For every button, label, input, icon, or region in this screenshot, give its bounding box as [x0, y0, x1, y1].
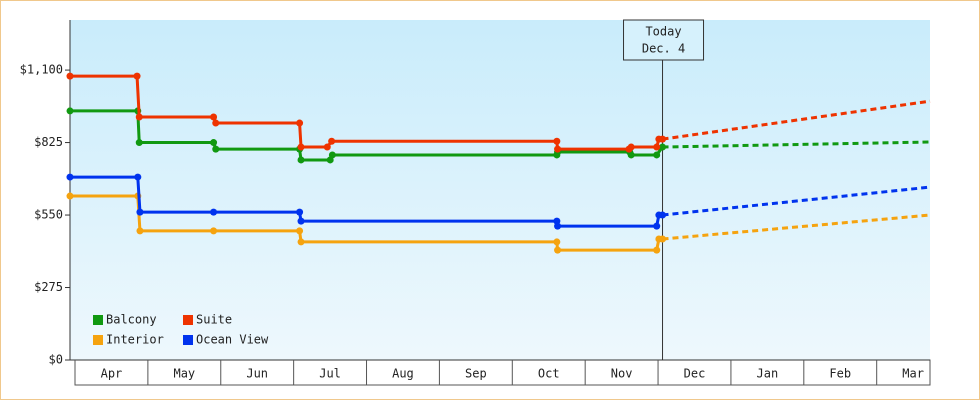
x-tick-label: Feb: [829, 367, 851, 381]
legend-swatch: [93, 335, 103, 345]
point: [323, 143, 331, 151]
point: [134, 173, 142, 181]
point: [659, 135, 667, 143]
x-tick-label: Mar: [902, 367, 924, 381]
point: [653, 222, 661, 230]
point: [136, 227, 144, 235]
x-tick-label: Jun: [246, 367, 268, 381]
y-tick-label: $825: [34, 135, 63, 149]
point: [296, 119, 304, 127]
point: [66, 107, 74, 115]
point: [659, 235, 667, 243]
point: [297, 156, 305, 164]
point: [210, 113, 218, 121]
point: [66, 72, 74, 80]
y-tick-label: $1,100: [20, 63, 63, 77]
point: [212, 145, 220, 153]
plot-area: [70, 20, 930, 360]
today-label: Dec. 4: [642, 42, 685, 56]
x-tick-label: Jul: [319, 367, 341, 381]
point: [328, 137, 336, 145]
y-tick-label: $275: [34, 280, 63, 294]
today-label: Today: [645, 25, 681, 39]
point: [627, 143, 635, 151]
point: [296, 208, 304, 216]
point: [297, 143, 305, 151]
forecast-line: [662, 99, 931, 141]
x-tick-label: Oct: [538, 367, 560, 381]
point: [136, 208, 144, 216]
x-tick-label: Apr: [101, 367, 123, 381]
point: [553, 238, 561, 246]
point: [659, 211, 667, 219]
point: [210, 139, 218, 147]
point: [212, 119, 220, 127]
point: [659, 143, 667, 151]
point: [135, 113, 143, 121]
x-tick-label: Jan: [757, 367, 779, 381]
x-tick-label: Sep: [465, 367, 487, 381]
point: [66, 192, 74, 200]
point: [653, 151, 661, 159]
point: [210, 227, 218, 235]
point: [653, 143, 661, 151]
legend-label: Interior: [106, 333, 164, 347]
forecast-line: [662, 213, 931, 241]
legend-label: Suite: [196, 313, 232, 327]
legend-label: Ocean View: [196, 333, 269, 347]
x-tick-label: Aug: [392, 367, 414, 381]
today-box: [623, 19, 705, 61]
x-tick-label: May: [173, 367, 195, 381]
legend-swatch: [183, 315, 193, 325]
point: [133, 72, 141, 80]
y-tick-label: $0: [49, 353, 63, 367]
point: [296, 227, 304, 235]
point: [554, 145, 562, 153]
forecast-line: [662, 140, 931, 149]
point: [554, 222, 562, 230]
point: [627, 151, 635, 159]
legend-swatch: [183, 335, 193, 345]
legend-swatch: [93, 315, 103, 325]
point: [328, 151, 336, 159]
point: [135, 139, 143, 147]
x-axis-strip: [74, 359, 931, 386]
point: [297, 238, 305, 246]
legend-label: Balcony: [106, 313, 157, 327]
point: [66, 173, 74, 181]
x-tick-label: Dec: [684, 367, 706, 381]
point: [554, 246, 562, 254]
point: [553, 137, 561, 145]
point: [297, 217, 305, 225]
y-tick-label: $550: [34, 208, 63, 222]
forecast-line: [662, 185, 931, 217]
series-line: [70, 74, 663, 151]
point: [210, 208, 218, 216]
point: [653, 246, 661, 254]
x-tick-label: Nov: [611, 367, 633, 381]
